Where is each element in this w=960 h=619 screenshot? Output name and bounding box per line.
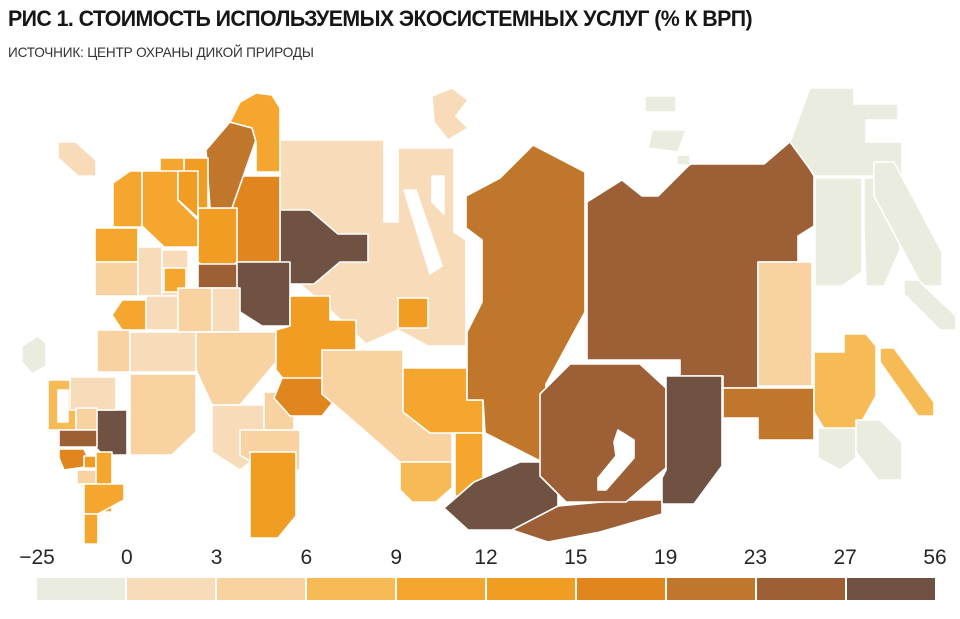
map-region-r53	[879, 347, 935, 417]
legend-tick-label: 19	[653, 546, 678, 569]
map-region-r24	[96, 329, 131, 373]
legend-bin-8	[757, 578, 845, 600]
legend-tick-label: 12	[474, 546, 498, 569]
map-region-r58	[647, 129, 687, 153]
map-region-r11	[177, 170, 199, 219]
map-region-r64	[75, 407, 98, 431]
figure-source: ИСТОЧНИК: ЦЕНТР ОХРАНЫ ДИКОЙ ПРИРОДЫ	[8, 44, 314, 60]
color-scale-legend: −25 0 3 6 9 12 15 19 23 27 56	[19, 546, 947, 606]
map-region-r47	[757, 261, 813, 387]
map-region-r46	[722, 387, 815, 441]
legend-bin-3	[307, 578, 395, 600]
map-region-r12	[57, 141, 97, 177]
legend-tick-label: 15	[564, 546, 588, 569]
map-region-r60	[431, 87, 469, 141]
map-region-r22	[177, 287, 213, 333]
legend-bin-4	[397, 578, 485, 600]
map-region-r63	[69, 376, 117, 411]
legend-tick-label: 56	[923, 546, 947, 569]
legend-tick-labels: −25 0 3 6 9 12 15 19 23 27 56	[19, 546, 946, 574]
map-region-r25	[129, 331, 197, 373]
map-region-r19	[236, 261, 291, 327]
map-region-r55	[855, 419, 903, 481]
figure-title: РИС 1. СТОИМОСТЬ ИСПОЛЬЗУЕМЫХ ЭКОСИСТЕМН…	[8, 6, 753, 31]
map-region-r51	[873, 161, 943, 287]
map-region-r14	[94, 261, 139, 297]
legend-tick-label: 9	[390, 546, 403, 569]
map-region-r18	[197, 263, 239, 289]
map-region-r57	[644, 95, 677, 113]
map-region-r49	[814, 177, 863, 287]
map-region-r40	[465, 144, 586, 463]
legend-bin-6	[577, 578, 665, 600]
map-region-r59	[676, 154, 691, 166]
map-region-r43	[511, 499, 663, 543]
legend-bin-0	[37, 578, 125, 600]
map-region-r13	[94, 227, 139, 263]
map-water-ob-bay-1	[403, 189, 443, 275]
map-region-r70	[83, 483, 125, 515]
map-region-r56	[903, 279, 957, 331]
map-region-r67	[83, 455, 97, 469]
map-region-r21	[145, 295, 179, 331]
map-region-r23	[211, 287, 241, 333]
map-region-r71	[83, 513, 99, 545]
map-region-r68	[76, 469, 99, 485]
map-region-r45	[661, 375, 723, 505]
map-region-r27	[129, 373, 197, 456]
legend-bin-5	[487, 578, 575, 600]
map-region-r48	[789, 87, 903, 177]
map-water-stavropol-slot	[57, 389, 69, 423]
legend-tick-label: 3	[210, 546, 223, 569]
map-region-r32	[249, 451, 297, 539]
map-region-r09	[112, 170, 143, 228]
legend-bin-9	[847, 578, 935, 600]
map-region-r06	[229, 92, 281, 173]
legend-tick-label: 6	[300, 546, 313, 569]
legend-tick-label: −25	[19, 546, 55, 569]
legend-tick-label: 27	[833, 546, 857, 569]
map-water-ob-bay-2	[431, 175, 445, 215]
map-region-r35	[397, 297, 429, 329]
legend-tick-label: 23	[743, 546, 768, 569]
map-region-r28	[94, 409, 128, 456]
map-region-r61	[21, 335, 47, 375]
legend-bin-1	[127, 578, 215, 600]
map-region-r54	[817, 427, 857, 471]
legend-color-bar	[37, 578, 935, 600]
map-region-r44	[539, 363, 667, 503]
legend-bin-7	[667, 578, 755, 600]
map-region-r38	[399, 461, 453, 503]
map-region-r15	[137, 246, 163, 297]
map-region-r65	[58, 429, 98, 448]
map-region-r52	[813, 333, 877, 433]
legend-tick-label: 0	[120, 546, 133, 569]
legend-bin-2	[217, 578, 305, 600]
map-water-lake-baikal	[597, 429, 635, 491]
